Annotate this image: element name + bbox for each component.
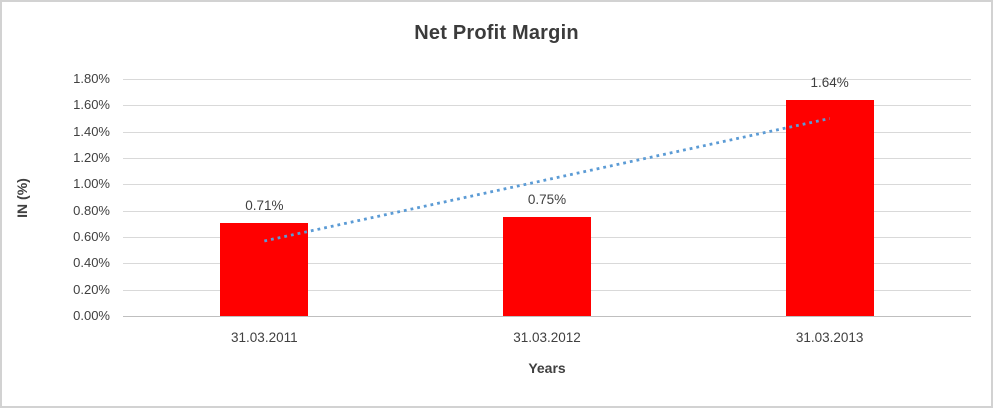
y-tick-label: 0.60% [73, 229, 110, 244]
bar-value-label: 0.75% [527, 192, 567, 208]
chart-title: Net Profit Margin [414, 22, 579, 44]
bar-value-label: 1.64% [810, 75, 849, 91]
bar-31.03.2013 [785, 100, 874, 316]
y-tick-label: 1.00% [73, 176, 110, 192]
x-axis-line [123, 316, 971, 317]
y-tick-label: 0.00% [73, 308, 110, 323]
y-tick-label: 1.20% [73, 150, 110, 165]
bar-31.03.2012 [503, 217, 591, 316]
category-label: 31.03.2012 [513, 330, 581, 345]
y-tick-label: 0.40% [73, 255, 110, 271]
x-axis-title: Years [528, 360, 566, 376]
gridline [123, 105, 971, 107]
bar-31.03.2011 [220, 222, 309, 316]
y-tick-label: 1.80% [73, 71, 110, 86]
y-axis-title: IN (%) [14, 178, 30, 218]
gridline [123, 79, 971, 80]
y-tick-label: 1.40% [73, 123, 110, 139]
category-label: 31.03.2013 [795, 330, 864, 345]
category-label: 31.03.2011 [231, 330, 298, 345]
y-tick-label: 0.20% [73, 281, 110, 297]
y-tick-label: 0.80% [73, 202, 110, 218]
bar-value-label: 0.71% [245, 197, 284, 213]
y-tick-label: 1.60% [73, 97, 110, 113]
